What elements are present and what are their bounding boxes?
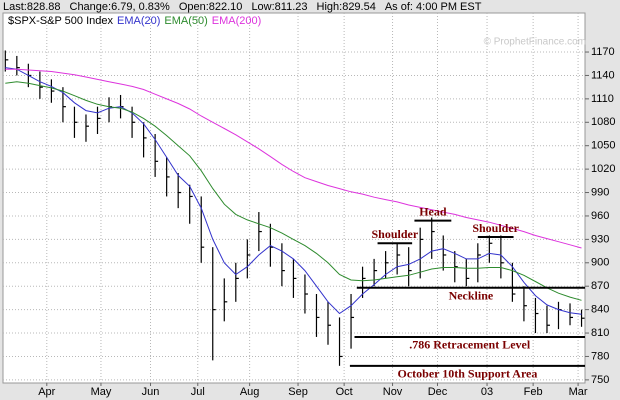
plot-area [2, 12, 586, 384]
annotation-label: Shoulder [371, 227, 418, 241]
annotation-label: Shoulder [472, 221, 519, 235]
x-tick-label: Dec [428, 386, 448, 398]
legend-entry: $SPX-S&P 500 Index [8, 15, 113, 27]
x-tick-label: Apr [38, 386, 55, 398]
y-tick-label: 900 [591, 257, 609, 269]
annotation-label: Neckline [449, 289, 494, 303]
y-tick-label: 1080 [591, 116, 615, 128]
header-field: Change:6.79, 0.83% [70, 1, 171, 13]
y-tick-label: 750 [591, 374, 609, 386]
y-tick-label: 810 [591, 327, 609, 339]
y-tick-label: 1050 [591, 140, 615, 152]
y-tick-label: 990 [591, 186, 609, 198]
x-tick-label: Oct [336, 386, 353, 398]
ema-line [5, 81, 582, 301]
header-field: Low:811.23 [251, 1, 307, 13]
annotation-label: .786 Retracement Level [409, 338, 531, 352]
annotation-label: October 10th Support Area [397, 367, 537, 381]
header-field: As of: 4:00 PM EST [385, 1, 482, 13]
x-tick-label: Jun [142, 386, 160, 398]
legend-entry: EMA(50) [164, 15, 207, 27]
y-tick-label: 1170 [591, 46, 615, 58]
x-tick-label: 03 [481, 386, 493, 398]
x-tick-label: May [91, 386, 112, 398]
x-tick-label: Nov [383, 386, 403, 398]
annotation-label: Head [419, 204, 447, 218]
x-tick-label: Mar [569, 386, 588, 398]
x-tick-label: Jul [191, 386, 205, 398]
header-field: Open:822.10 [179, 1, 243, 13]
x-tick-label: Aug [240, 386, 260, 398]
x-tick-label: Sep [288, 386, 308, 398]
header-field: High:829.54 [317, 1, 376, 13]
y-tick-label: 1020 [591, 163, 615, 175]
y-tick-label: 780 [591, 350, 609, 362]
ema-line [5, 68, 582, 249]
y-tick-label: 960 [591, 210, 609, 222]
header-field: Last:828.88 [3, 1, 61, 13]
x-tick-label: Feb [524, 386, 543, 398]
y-tick-label: 1110 [591, 93, 614, 105]
legend-entry: EMA(20) [117, 15, 160, 27]
y-tick-label: 840 [591, 304, 609, 316]
y-tick-label: 870 [591, 280, 609, 292]
y-tick-label: 930 [591, 233, 609, 245]
watermark: © ProphetFinance.com [484, 37, 586, 48]
ema-line [5, 67, 582, 315]
y-tick-label: 1140 [591, 69, 615, 81]
legend-entry: EMA(200) [212, 15, 262, 27]
